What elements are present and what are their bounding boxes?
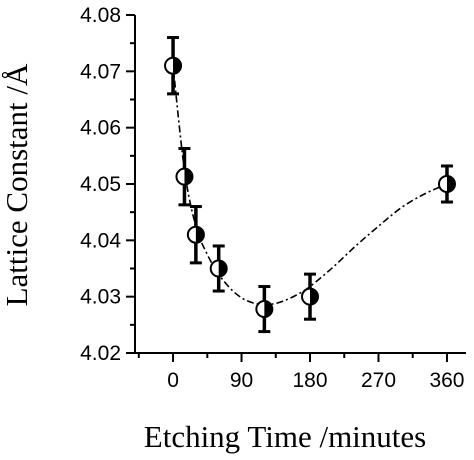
y-tick-label: 4.06 bbox=[80, 117, 121, 140]
marker-fill bbox=[264, 301, 273, 318]
y-tick-label: 4.03 bbox=[80, 286, 121, 309]
data-point bbox=[255, 285, 274, 334]
marker-fill bbox=[446, 176, 455, 192]
marker-fill bbox=[195, 226, 204, 243]
y-ticks: 4.02 4.03 4.04 4.05 4.06 4.07 4.08 bbox=[80, 4, 135, 365]
marker-fill bbox=[310, 288, 319, 305]
marker-fill bbox=[218, 260, 227, 277]
x-tick-label: 0 bbox=[167, 369, 179, 392]
marker-fill bbox=[184, 168, 193, 185]
y-tick-label: 4.05 bbox=[80, 173, 121, 196]
y-tick-label: 4.02 bbox=[80, 342, 121, 365]
x-tick-label: 360 bbox=[429, 369, 464, 392]
y-tick-label: 4.07 bbox=[80, 60, 121, 83]
data-point bbox=[209, 244, 228, 293]
data-point bbox=[164, 36, 183, 96]
x-tick-label: 90 bbox=[230, 369, 253, 392]
data-point bbox=[301, 272, 320, 321]
x-tick-label: 180 bbox=[292, 369, 327, 392]
y-tick-label: 4.08 bbox=[80, 4, 121, 27]
data-point bbox=[437, 164, 456, 204]
y-axis-title: Lattice Constant /Å bbox=[0, 63, 34, 306]
marker-fill bbox=[173, 57, 182, 74]
x-tick-label: 270 bbox=[361, 369, 396, 392]
data-points-layer bbox=[164, 36, 456, 334]
x-axis-title: Etching Time /minutes bbox=[144, 419, 426, 454]
data-point bbox=[186, 205, 205, 265]
x-ticks: 0 90 180 270 360 bbox=[137, 353, 465, 392]
y-tick-label: 4.04 bbox=[80, 229, 121, 252]
data-point bbox=[175, 147, 194, 207]
